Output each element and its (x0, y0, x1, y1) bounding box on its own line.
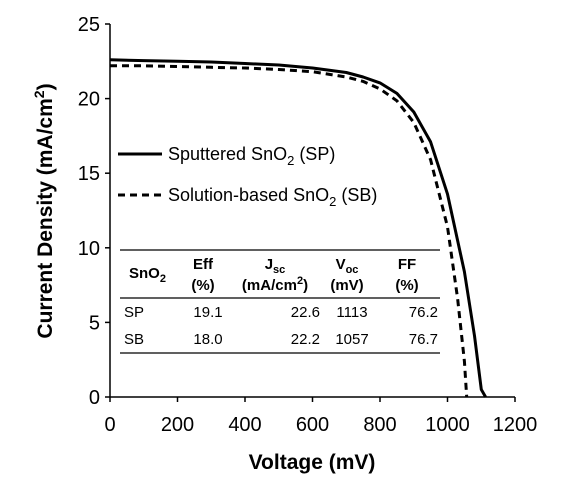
table-cell-jsc: 22.2 (291, 331, 320, 348)
table-header-eff: Eff (193, 256, 214, 273)
x-tick-label: 200 (161, 414, 194, 436)
x-tick-label: 400 (228, 414, 261, 436)
x-axis-title: Voltage (mV) (249, 451, 376, 474)
y-tick-label: 15 (78, 163, 100, 185)
inset-table: SnO2 Eff (%) Jsc (mA/cm2) Voc (mV) FF (%… (120, 249, 440, 354)
table-cell-ff: 76.2 (409, 304, 438, 321)
y-tick-labels: 0 5 10 15 20 25 (78, 14, 110, 409)
y-axis-title: Current Density (mA/cm2) (31, 83, 57, 338)
table-header-jsc: Jsc (265, 256, 286, 276)
legend: Sputtered SnO2 (SP) Solution-based SnO2 … (118, 144, 377, 209)
table-cell-ff: 76.7 (409, 331, 438, 348)
table-header-voc-unit: (mV) (330, 277, 363, 294)
series-line-sb (110, 64, 469, 398)
y-tick-label: 25 (78, 14, 100, 36)
x-tick-label: 600 (296, 414, 329, 436)
table-cell-sample: SB (124, 331, 144, 348)
series-line-sp (109, 58, 487, 398)
table-cell-eff: 19.1 (193, 304, 222, 321)
y-tick-label: 0 (89, 387, 100, 409)
legend-label-sb: Solution-based SnO2 (SB) (168, 185, 377, 209)
table-header-eff-unit: (%) (191, 277, 214, 294)
table-header-ff: FF (398, 256, 416, 273)
y-tick-label: 5 (89, 312, 100, 334)
table-header-jsc-unit: (mA/cm2) (242, 275, 308, 294)
x-tick-label: 1000 (425, 414, 470, 436)
table-cell-eff: 18.0 (193, 331, 222, 348)
table-cell-sample: SP (124, 304, 144, 321)
x-tick-labels: 0 200 400 600 800 1000 1200 (104, 397, 537, 436)
legend-label-sp: Sputtered SnO2 (SP) (168, 144, 335, 168)
x-tick-label: 800 (363, 414, 396, 436)
table-row: SP 19.1 22.6 1113 76.2 (124, 304, 438, 321)
table-cell-voc: 1057 (335, 331, 368, 348)
table-header-voc: Voc (336, 256, 359, 276)
y-tick-label: 10 (78, 238, 100, 260)
x-tick-label: 0 (104, 414, 115, 436)
x-tick-label: 1200 (493, 414, 538, 436)
curves (109, 58, 487, 398)
table-cell-voc: 1113 (336, 304, 367, 321)
y-tick-label: 20 (78, 89, 100, 111)
table-row: SB 18.0 22.2 1057 76.7 (124, 331, 438, 348)
table-header-ff-unit: (%) (395, 277, 418, 294)
table-cell-jsc: 22.6 (291, 304, 320, 321)
table-header-sno2: SnO2 (129, 265, 166, 285)
